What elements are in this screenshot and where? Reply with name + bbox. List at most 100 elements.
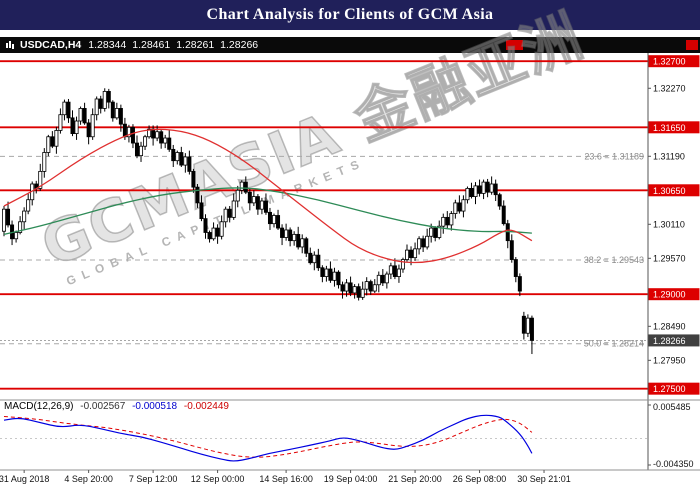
candle-body [175, 152, 180, 162]
candle-body [251, 196, 256, 204]
fib-label: 23.6 = 1.31189 [584, 151, 644, 161]
candle-body [118, 108, 123, 125]
macd-value-1: -0.002567 [80, 401, 126, 412]
candle-body [62, 101, 67, 116]
candle-body [433, 227, 438, 238]
candle-body [159, 131, 164, 144]
candle-body [421, 238, 426, 248]
candle-body [243, 181, 248, 193]
candle-body [6, 208, 11, 226]
candle-body [388, 265, 393, 275]
candle-body [42, 152, 47, 172]
time-tick-label: 7 Sep 12:00 [129, 474, 178, 484]
candle-body [219, 221, 224, 237]
ma-fast-line [3, 128, 533, 264]
candle-body [521, 315, 526, 334]
time-tick-label: 4 Sep 20:00 [64, 474, 113, 484]
macd-value-3: -0.002449 [183, 401, 229, 412]
candle-body [46, 136, 51, 153]
candle-body [308, 252, 313, 264]
candle-body [143, 136, 148, 147]
candle-body [453, 202, 458, 214]
candle-body [364, 281, 369, 290]
candle-body [126, 126, 131, 138]
candle-body [259, 200, 264, 210]
macd-signal-line [3, 416, 533, 458]
candle-body [54, 130, 59, 147]
chart-header: USDCAD,H4 1.28344 1.28461 1.28261 1.2826… [0, 37, 700, 53]
time-tick-label: 12 Sep 00:00 [191, 474, 245, 484]
time-tick-label: 30 Sep 21:01 [517, 474, 571, 484]
candlestick-chart-icon [5, 40, 15, 50]
title-bar: Chart Analysis for Clients of GCM Asia [0, 0, 700, 30]
macd-axis-min-label: -0.004350 [653, 459, 694, 469]
macd-main-line [3, 414, 533, 462]
candle-body [340, 284, 345, 292]
close-value: 1.28266 [220, 39, 259, 51]
candle-body [247, 191, 252, 204]
candle-body [267, 211, 272, 225]
fib-label: 50.0 = 1.28214 [584, 339, 644, 349]
candle-body [155, 131, 160, 139]
candle-body [509, 240, 514, 260]
candle-body [336, 271, 341, 286]
candle-body [223, 208, 228, 223]
fib-label: 38.2 = 1.29543 [584, 255, 644, 265]
candle-body [300, 238, 305, 248]
candle-body [122, 123, 127, 138]
page-title: Chart Analysis for Clients of GCM Asia [206, 6, 494, 23]
time-tick-label: 14 Sep 16:00 [259, 474, 313, 484]
news-badge[interactable] [506, 40, 523, 50]
candle-body [344, 282, 349, 292]
price-level-tag-label: 1.32700 [653, 57, 686, 67]
level-lines [0, 60, 648, 390]
ma-slow-line [3, 187, 532, 236]
price-level-tag [648, 382, 700, 395]
candle-body [74, 120, 79, 135]
candle-body [396, 268, 401, 277]
candle-body [529, 317, 534, 341]
candle-body [227, 208, 232, 218]
candle-body [380, 274, 385, 284]
candle-body [239, 181, 244, 191]
candle-body [183, 156, 188, 166]
candle-body [18, 221, 23, 233]
macd-axis-max-label: 0.005485 [653, 402, 691, 412]
candle-body [263, 200, 268, 213]
candle-body [14, 232, 19, 240]
candle-body [78, 108, 83, 122]
chart-canvas[interactable]: 23.6 = 1.31189 38.2 = 1.29543 50.0 = 1.282… [0, 53, 700, 500]
candle-body [151, 128, 156, 139]
candle-body [163, 137, 168, 144]
candle-body [26, 199, 31, 212]
candle-body [147, 128, 152, 138]
candle-body [86, 122, 91, 138]
candle-body [417, 238, 422, 250]
candle-body [171, 148, 176, 162]
candle-body [215, 227, 220, 237]
candle-body [255, 196, 260, 210]
candle-body [102, 91, 107, 109]
candle-body [348, 282, 353, 294]
candle-body [360, 288, 365, 298]
candle-body [441, 216, 446, 227]
price-axis[interactable]: 1.32270 1.31190 1.30110 1.29570 1.28490 1.279… [647, 53, 700, 470]
candle-body [66, 101, 71, 119]
time-axis[interactable]: 31 Aug 2018 4 Sep 20:00 7 Sep 12:00 12 Sep … [0, 470, 571, 484]
price-tick-label: 1.28490 [653, 321, 686, 331]
candles-layer [2, 88, 534, 355]
header-right-badge[interactable] [686, 40, 698, 50]
candle-body [235, 189, 240, 202]
candle-body [501, 205, 506, 225]
candle-body [384, 273, 389, 284]
candle-body [304, 238, 309, 254]
price-tick-label: 1.31190 [653, 151, 685, 161]
current-price-tag [648, 334, 700, 347]
candle-body [429, 227, 434, 237]
candle-body [437, 225, 442, 238]
fibonacci-lines: 23.6 = 1.31189 38.2 = 1.29543 50.0 = 1.282… [0, 151, 648, 349]
candle-body [465, 187, 470, 201]
candle-body [130, 126, 135, 144]
candle-body [134, 142, 139, 157]
